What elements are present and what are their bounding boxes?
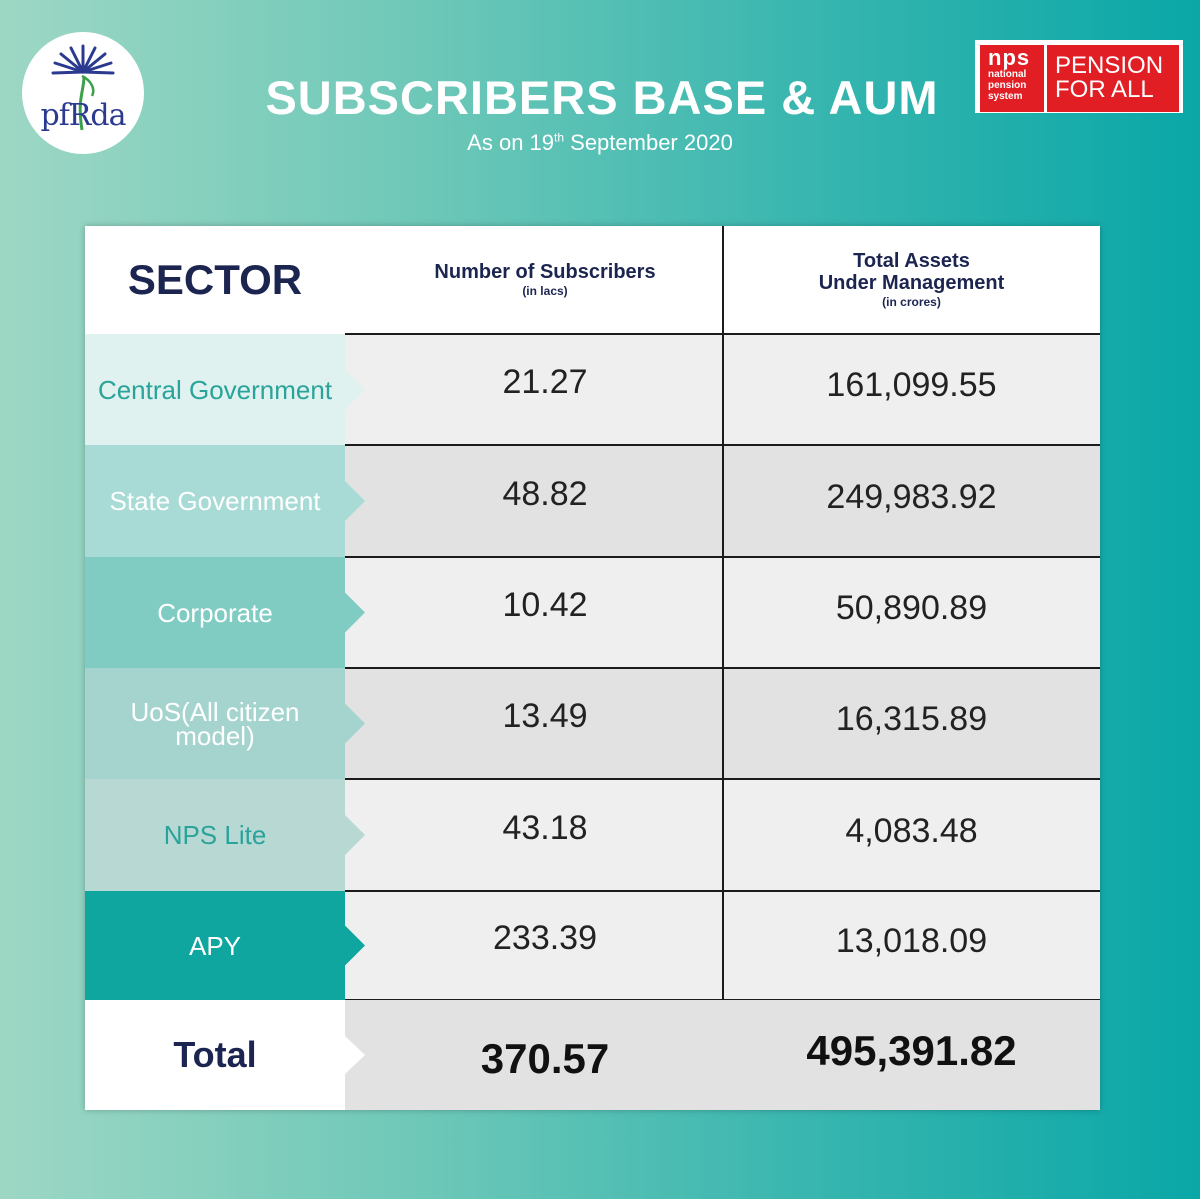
subscribers-cell: 233.39 [493, 919, 597, 957]
page-subtitle: As on 19th September 2020 [0, 130, 1200, 156]
subscribers-cell: 10.42 [502, 586, 588, 624]
sector-cell: UoS(All citizen model) [85, 668, 345, 779]
column-divider [722, 779, 724, 891]
aum-header-unit: (in crores) [882, 295, 941, 309]
subtitle-superscript: th [554, 130, 565, 145]
column-divider [722, 445, 724, 557]
row-divider [345, 333, 1100, 335]
nps-tagline-line2: FOR ALL [1055, 76, 1154, 103]
aum-cell: 4,083.48 [845, 811, 978, 850]
column-divider [722, 557, 724, 668]
sector-cell: State Government [85, 445, 345, 557]
subtitle-suffix: September 2020 [564, 130, 733, 155]
table-row: Central Government 21.27 161,099.55 [85, 333, 1100, 445]
nps-logo-line2: pension [988, 80, 1027, 91]
subscribers-header-label: Number of Subscribers [434, 261, 656, 283]
subscribers-cell: 43.18 [502, 808, 588, 847]
table-row: Corporate 10.42 50,890.89 [85, 556, 1100, 668]
aum-header-line2: Under Management [818, 272, 1005, 294]
nps-tagline-line1: PENSION [1055, 52, 1164, 79]
subscribers-header-unit: (in lacs) [522, 284, 568, 298]
aum-header: Total Assets Under Management (in crores… [723, 226, 1100, 334]
row-arrow-icon [345, 369, 365, 410]
nps-logo: nps national pension system PENSION FOR … [975, 40, 1183, 113]
row-arrow-icon [345, 481, 365, 521]
aum-cell: 16,315.89 [835, 700, 988, 738]
subscribers-table: SECTOR Number of Subscribers (in lacs) T… [85, 226, 1100, 1110]
aum-cell: 13,018.09 [835, 922, 988, 960]
nps-mark: nps national pension system [980, 45, 1044, 112]
row-divider [345, 444, 1100, 446]
pfrda-logo: pfRda [22, 32, 144, 154]
pfrda-logo-text: pfRda [40, 98, 127, 133]
column-divider [722, 334, 724, 445]
pfrda-emblem-icon [51, 44, 115, 131]
total-subscribers: 370.57 [480, 1035, 610, 1082]
nps-tagline: PENSION FOR ALL [1047, 45, 1179, 112]
table-header-row: SECTOR Number of Subscribers (in lacs) T… [85, 226, 1100, 334]
table-row: APY 233.39 13,018.09 [85, 890, 1100, 1000]
total-label: Total [85, 1000, 345, 1110]
row-divider [345, 778, 1100, 780]
row-arrow-icon [345, 925, 365, 966]
total-aum: 495,391.82 [806, 1027, 1017, 1074]
sector-cell: Central Government [85, 334, 345, 445]
sector-header: SECTOR [85, 226, 345, 334]
subscribers-cell: 48.82 [502, 474, 588, 513]
aum-cell: 161,099.55 [826, 366, 997, 404]
subscribers-cell: 13.49 [502, 697, 588, 735]
aum-cell: 249,983.92 [826, 477, 997, 516]
sector-cell: APY [85, 891, 345, 1000]
nps-logo-big-text: nps [988, 45, 1031, 70]
column-divider [722, 226, 724, 334]
subscribers-cell: 21.27 [502, 363, 588, 401]
header-arrow-icon [345, 266, 365, 294]
nps-logo-line3: system [988, 91, 1023, 102]
row-arrow-icon [345, 815, 365, 855]
row-arrow-icon [345, 592, 365, 633]
aum-cell: 50,890.89 [835, 589, 988, 627]
row-divider [345, 556, 1100, 558]
table-row: State Government 48.82 249,983.92 [85, 444, 1100, 557]
sector-cell: NPS Lite [85, 779, 345, 891]
page-title: SUBSCRIBERS BASE & AUM [265, 71, 939, 124]
row-divider [345, 667, 1100, 669]
table-row: UoS(All citizen model) 13.49 16,315.89 [85, 667, 1100, 779]
table-row: NPS Lite 43.18 4,083.48 [85, 778, 1100, 891]
nps-logo-line1: national [988, 69, 1027, 80]
subscribers-header: Number of Subscribers (in lacs) [367, 226, 723, 334]
column-divider [722, 668, 724, 779]
sector-cell: Corporate [85, 557, 345, 668]
total-arrow-icon [345, 1000, 367, 1110]
column-divider [722, 891, 724, 1000]
row-arrow-icon [345, 703, 365, 744]
subtitle-prefix: As on 19 [467, 130, 555, 155]
aum-header-line1: Total Assets [853, 250, 970, 272]
row-divider [345, 890, 1100, 892]
table-total-row: Total 370.57 495,391.82 [85, 1000, 1100, 1110]
